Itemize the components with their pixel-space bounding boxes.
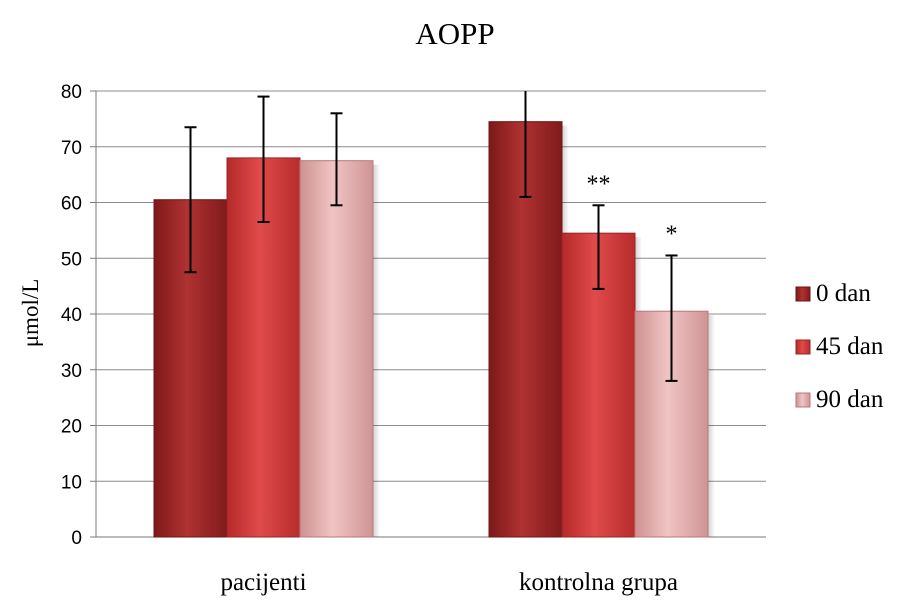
- y-tick-label: 50: [61, 249, 82, 270]
- y-tick-label: 0: [71, 528, 82, 549]
- y-tick-label: 20: [61, 417, 82, 438]
- y-tick-label: 80: [61, 82, 82, 103]
- legend-label: 45 dan: [816, 333, 884, 360]
- significance-marker: **: [587, 171, 611, 197]
- y-tick-label: 30: [61, 361, 82, 382]
- significance-annotations: ***: [574, 171, 696, 247]
- y-axis-label: μmol/L: [18, 279, 43, 348]
- error-bars: [184, 91, 678, 382]
- y-axis-ticks: 0 10 20 30 40 50 60 70 80: [61, 82, 82, 549]
- x-tick-label: pacijenti: [220, 569, 306, 596]
- legend-label: 90 dan: [816, 386, 884, 413]
- bars: [153, 121, 715, 538]
- y-tick-label: 60: [61, 194, 82, 215]
- annotation-backdrop: [647, 223, 696, 246]
- y-tick-label: 10: [61, 472, 82, 493]
- y-tick-label: 40: [61, 305, 82, 326]
- bar-shadow: [708, 315, 715, 537]
- annotation-backdrop: [574, 173, 623, 196]
- bar-90-dan-pacijenti: [299, 160, 374, 538]
- bar-shadow: [373, 164, 380, 537]
- legend-swatch-45-dan: [795, 339, 811, 355]
- y-tick-label: 70: [61, 138, 82, 159]
- legend-swatch-0-dan: [795, 286, 811, 302]
- significance-marker: *: [666, 221, 678, 247]
- x-axis-ticks: pacijenti kontrolna grupa: [220, 569, 678, 596]
- legend: 0 dan 45 dan 90 dan: [795, 280, 884, 413]
- x-tick-label: kontrolna grupa: [519, 569, 678, 596]
- legend-label: 0 dan: [816, 280, 871, 307]
- legend-swatch-90-dan: [795, 392, 811, 408]
- chart-title: AOPP: [415, 16, 494, 51]
